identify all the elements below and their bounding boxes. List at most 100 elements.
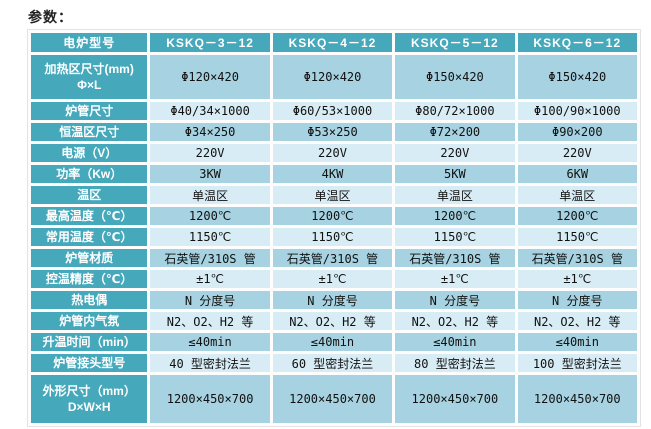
row-label-constant-temp-zone: 恒温区尺寸 — [31, 123, 148, 141]
header-furnace-model: 电炉型号 — [31, 33, 148, 52]
cell-value: 单温区 — [150, 186, 270, 204]
cell-value: 6KW — [517, 165, 637, 183]
table-row: 恒温区尺寸 Φ34×250 Φ53×250 Φ72×200 Φ90×200 — [31, 123, 637, 141]
cell-value: Φ150×420 — [395, 55, 515, 99]
cell-value: Φ40/34×1000 — [150, 102, 270, 120]
cell-value: Φ120×420 — [150, 55, 270, 99]
row-label-temp-accuracy: 控温精度（℃） — [31, 270, 148, 288]
cell-value: Φ100/90×1000 — [517, 102, 637, 120]
cell-value: N 分度号 — [272, 291, 393, 309]
cell-value: N2、O2、H2 等 — [395, 312, 515, 330]
cell-value: 1200×450×700 — [150, 375, 270, 423]
cell-value: 1200℃ — [517, 207, 637, 225]
cell-value: 3KW — [150, 165, 270, 183]
cell-value: 1200×450×700 — [395, 375, 515, 423]
row-label-subtext: D×W×H — [67, 400, 111, 414]
row-label-overall-dimensions: 外形尺寸（mm） D×W×H — [31, 375, 148, 423]
row-label-working-temperature: 常用温度（℃） — [31, 228, 148, 246]
cell-value: ≤40min — [517, 333, 637, 351]
cell-value: 60 型密封法兰 — [272, 354, 393, 372]
cell-value: 1200℃ — [272, 207, 393, 225]
table-row: 炉管尺寸 Φ40/34×1000 Φ60/53×1000 Φ80/72×1000… — [31, 102, 637, 120]
row-label-heatup-time: 升温时间（min） — [31, 333, 148, 351]
header-model-kskq-4-12: KSKQ－4－12 — [272, 33, 393, 52]
table-row: 常用温度（℃） 1150℃ 1150℃ 1150℃ 1150℃ — [31, 228, 637, 246]
table-row: 热电偶 N 分度号 N 分度号 N 分度号 N 分度号 — [31, 291, 637, 309]
header-model-kskq-6-12: KSKQ－6－12 — [517, 33, 637, 52]
cell-value: 1200℃ — [150, 207, 270, 225]
page-title: 参数： — [28, 9, 73, 25]
cell-value: Φ150×420 — [517, 55, 637, 99]
row-label-tube-size: 炉管尺寸 — [31, 102, 148, 120]
cell-value: 单温区 — [272, 186, 393, 204]
cell-value: N 分度号 — [517, 291, 637, 309]
cell-value: Φ72×200 — [395, 123, 515, 141]
cell-value: ≤40min — [272, 333, 393, 351]
header-model-kskq-3-12: KSKQ－3－12 — [150, 33, 270, 52]
table-row: 加热区尺寸(mm) Φ×L Φ120×420 Φ120×420 Φ150×420… — [31, 55, 637, 99]
cell-value: 1150℃ — [395, 228, 515, 246]
cell-value: N2、O2、H2 等 — [517, 312, 637, 330]
row-label-temp-zone-count: 温区 — [31, 186, 148, 204]
cell-value: 石英管/310S 管 — [272, 249, 393, 267]
cell-value: ±1℃ — [272, 270, 393, 288]
cell-value: 1200×450×700 — [272, 375, 393, 423]
row-label-subtext: Φ×L — [77, 78, 102, 92]
cell-value: Φ120×420 — [272, 55, 393, 99]
header-model-kskq-5-12: KSKQ－5－12 — [395, 33, 515, 52]
cell-value: N 分度号 — [395, 291, 515, 309]
cell-value: ±1℃ — [395, 270, 515, 288]
cell-value: 40 型密封法兰 — [150, 354, 270, 372]
table-row: 电源（V） 220V 220V 220V 220V — [31, 144, 637, 162]
row-label-text: 加热区尺寸(mm) — [44, 61, 134, 76]
cell-value: 石英管/310S 管 — [395, 249, 515, 267]
row-label-power-supply: 电源（V） — [31, 144, 148, 162]
cell-value: ±1℃ — [150, 270, 270, 288]
cell-value: Φ80/72×1000 — [395, 102, 515, 120]
row-label-max-temperature: 最高温度（℃） — [31, 207, 148, 225]
table-row: 炉管内气氛 N2、O2、H2 等 N2、O2、H2 等 N2、O2、H2 等 N… — [31, 312, 637, 330]
row-label-heating-zone-size: 加热区尺寸(mm) Φ×L — [31, 55, 148, 99]
row-label-tube-material: 炉管材质 — [31, 249, 148, 267]
cell-value: N 分度号 — [150, 291, 270, 309]
cell-value: 石英管/310S 管 — [517, 249, 637, 267]
cell-value: 220V — [150, 144, 270, 162]
table-row: 升温时间（min） ≤40min ≤40min ≤40min ≤40min — [31, 333, 637, 351]
cell-value: 石英管/310S 管 — [150, 249, 270, 267]
cell-value: 1200℃ — [395, 207, 515, 225]
table-row: 炉管接头型号 40 型密封法兰 60 型密封法兰 80 型密封法兰 100 型密… — [31, 354, 637, 372]
cell-value: ±1℃ — [517, 270, 637, 288]
cell-value: 4KW — [272, 165, 393, 183]
cell-value: 1150℃ — [272, 228, 393, 246]
row-label-tube-joint-model: 炉管接头型号 — [31, 354, 148, 372]
cell-value: 1150℃ — [150, 228, 270, 246]
cell-value: ≤40min — [150, 333, 270, 351]
spec-table: 电炉型号 KSKQ－3－12 KSKQ－4－12 KSKQ－5－12 KSKQ－… — [27, 29, 641, 427]
table-row: 控温精度（℃） ±1℃ ±1℃ ±1℃ ±1℃ — [31, 270, 637, 288]
cell-value: 1150℃ — [517, 228, 637, 246]
cell-value: 100 型密封法兰 — [517, 354, 637, 372]
row-label-power-kw: 功率（Kw） — [31, 165, 148, 183]
cell-value: ≤40min — [395, 333, 515, 351]
table-row: 温区 单温区 单温区 单温区 单温区 — [31, 186, 637, 204]
row-label-text: 外形尺寸（mm） — [42, 383, 136, 398]
cell-value: Φ60/53×1000 — [272, 102, 393, 120]
row-label-tube-atmosphere: 炉管内气氛 — [31, 312, 148, 330]
cell-value: N2、O2、H2 等 — [150, 312, 270, 330]
cell-value: 220V — [395, 144, 515, 162]
cell-value: Φ53×250 — [272, 123, 393, 141]
cell-value: 单温区 — [395, 186, 515, 204]
table-row: 外形尺寸（mm） D×W×H 1200×450×700 1200×450×700… — [31, 375, 637, 423]
table-row: 最高温度（℃） 1200℃ 1200℃ 1200℃ 1200℃ — [31, 207, 637, 225]
row-label-thermocouple: 热电偶 — [31, 291, 148, 309]
cell-value: 1200×450×700 — [517, 375, 637, 423]
cell-value: 5KW — [395, 165, 515, 183]
table-row: 炉管材质 石英管/310S 管 石英管/310S 管 石英管/310S 管 石英… — [31, 249, 637, 267]
cell-value: 220V — [517, 144, 637, 162]
table-header-row: 电炉型号 KSKQ－3－12 KSKQ－4－12 KSKQ－5－12 KSKQ－… — [31, 33, 637, 52]
table-row: 功率（Kw） 3KW 4KW 5KW 6KW — [31, 165, 637, 183]
cell-value: 单温区 — [517, 186, 637, 204]
cell-value: Φ34×250 — [150, 123, 270, 141]
cell-value: N2、O2、H2 等 — [272, 312, 393, 330]
